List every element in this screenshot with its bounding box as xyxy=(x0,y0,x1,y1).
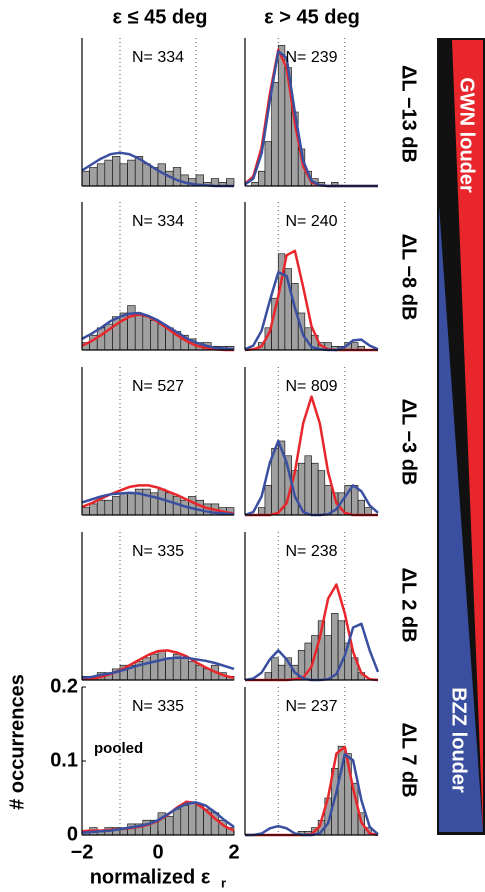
column-title: ε ≤ 45 deg xyxy=(113,6,208,28)
bar xyxy=(96,327,106,351)
bar xyxy=(104,159,113,187)
bar xyxy=(271,657,279,681)
bar xyxy=(195,664,204,681)
bar xyxy=(324,485,332,516)
bar xyxy=(165,816,174,836)
bar xyxy=(119,492,128,516)
bar xyxy=(277,45,286,187)
n-label: N= 809 xyxy=(285,378,337,395)
bar xyxy=(112,496,121,516)
bar xyxy=(357,499,365,516)
annotation: pooled xyxy=(94,740,143,757)
bar xyxy=(188,496,197,516)
bar xyxy=(195,805,204,836)
bar xyxy=(188,661,197,681)
y-axis-label: # occurrences xyxy=(6,674,28,810)
fit-curve xyxy=(81,649,235,681)
n-label: N= 238 xyxy=(285,543,337,560)
y-tick-label: 0.1 xyxy=(50,749,78,771)
bar xyxy=(119,163,128,187)
row-label: ΔL 7 dB xyxy=(398,722,420,797)
bar xyxy=(257,170,266,187)
row-label: ΔL −3 dB xyxy=(398,399,420,486)
bar xyxy=(317,470,326,516)
x-axis-label: normalized ε xyxy=(90,866,211,888)
fit-curve xyxy=(81,656,235,680)
bar xyxy=(127,492,136,516)
n-label: N= 237 xyxy=(285,698,337,715)
bar xyxy=(180,657,189,681)
bar xyxy=(324,635,332,681)
gradient-label: GWN louder xyxy=(456,77,478,193)
bar xyxy=(150,320,159,351)
bar xyxy=(89,503,98,516)
n-label: N= 239 xyxy=(285,49,337,66)
y-tick-label: 0 xyxy=(67,823,78,845)
bar xyxy=(157,488,166,516)
n-label: N= 334 xyxy=(132,213,184,230)
x-axis-label-sub: r xyxy=(221,875,226,890)
gradient-red xyxy=(452,40,483,832)
fit-curve xyxy=(81,491,235,516)
fit-curve xyxy=(81,313,234,352)
x-tick-label: −2 xyxy=(71,841,94,863)
bar xyxy=(165,492,174,516)
bar xyxy=(172,808,182,836)
column-title: ε > 45 deg xyxy=(264,6,360,28)
n-label: N= 335 xyxy=(132,698,184,715)
n-label: N= 335 xyxy=(132,543,184,560)
bar xyxy=(142,657,151,681)
bar xyxy=(271,82,279,187)
bar xyxy=(142,316,151,351)
gradient-label: BZZ louder xyxy=(448,687,470,793)
bar xyxy=(96,163,106,187)
row-label: ΔL 2 dB xyxy=(398,567,420,642)
row-label: ΔL −8 dB xyxy=(398,234,420,321)
n-label: N= 527 xyxy=(132,378,184,395)
bar xyxy=(172,167,182,187)
bar xyxy=(157,650,166,681)
n-label: N= 334 xyxy=(132,49,184,66)
bar xyxy=(81,170,90,187)
bar xyxy=(351,485,359,516)
bar xyxy=(264,141,272,187)
bar xyxy=(112,156,121,187)
x-tick-label: 2 xyxy=(228,841,239,863)
bar xyxy=(142,163,151,187)
bar xyxy=(165,657,174,681)
n-label: N= 240 xyxy=(285,213,337,230)
bar xyxy=(304,455,312,516)
bar xyxy=(142,488,151,516)
bar xyxy=(311,462,319,516)
bar xyxy=(89,167,98,187)
bar xyxy=(134,312,144,351)
row-label: ΔL −13 dB xyxy=(398,65,420,163)
bar xyxy=(264,485,272,516)
bar xyxy=(81,507,90,516)
bar xyxy=(96,499,106,516)
gradient-blue xyxy=(439,205,483,832)
x-tick-label: 0 xyxy=(152,841,163,863)
bar xyxy=(180,805,189,836)
fit-curve xyxy=(244,271,379,352)
bar xyxy=(188,801,197,836)
bar xyxy=(127,159,136,187)
bar xyxy=(277,664,286,681)
fit-curve xyxy=(81,311,235,351)
y-tick-label: 0.2 xyxy=(50,675,78,697)
fit-curve xyxy=(81,801,235,835)
bar xyxy=(104,499,113,516)
bar xyxy=(150,653,159,681)
bar xyxy=(157,323,166,351)
